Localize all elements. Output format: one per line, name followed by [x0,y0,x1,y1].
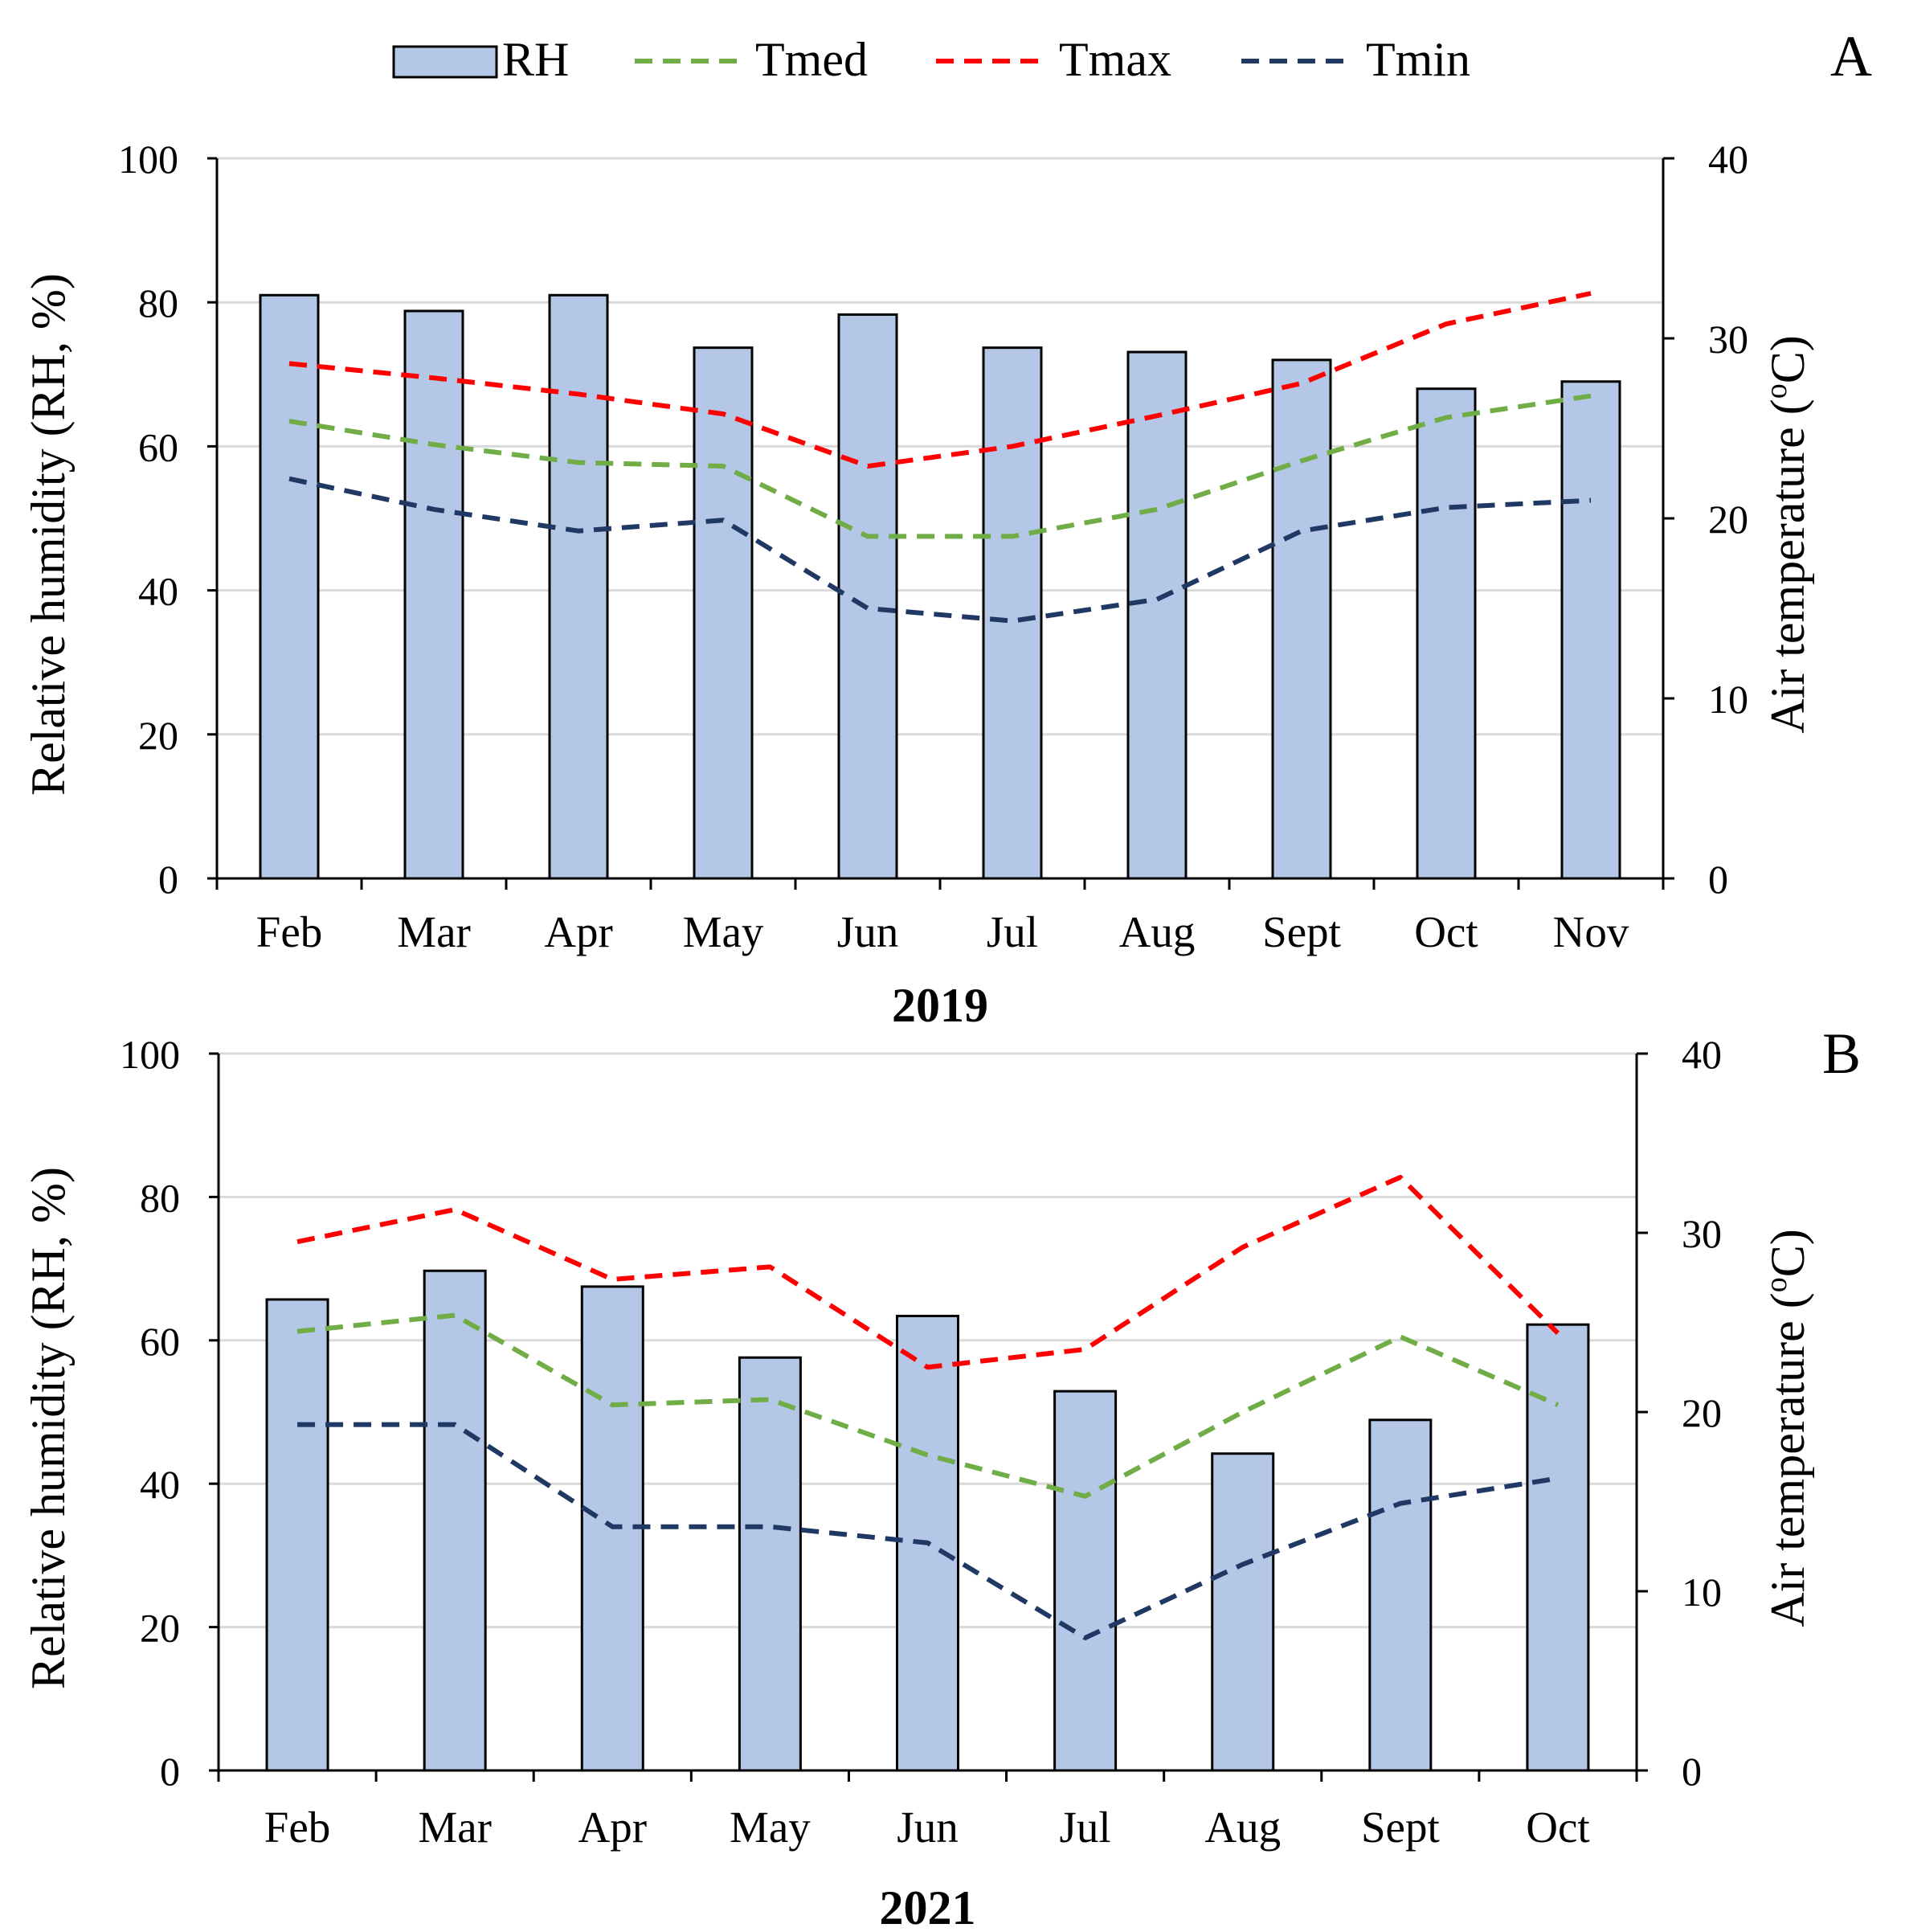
y2-axis-title-end: C) [1761,1229,1814,1277]
bar-rh-mar [403,309,464,880]
line-tmin [288,476,1592,624]
legend-label-tmax: Tmax [1059,33,1171,86]
y2-axis-title: Air temperature (oC) [1760,1229,1814,1627]
x-axis-title: 2019 [892,979,988,1032]
y-tick-label-40: 40 [138,569,178,614]
line-tmin [297,1422,1559,1640]
y2-tick-label-40: 40 [1708,137,1748,182]
y-tick-label-0: 0 [160,1749,180,1794]
y2-axis-title-main: Air temperature ( [1761,399,1814,733]
bar-rh-aug [1126,350,1188,880]
y2-tick-label-10: 10 [1708,677,1748,722]
line-tmed [296,1312,1560,1499]
y2-tick-label-10: 10 [1682,1570,1722,1615]
y-tick-label-60: 60 [140,1319,180,1364]
bar-rh-may [693,346,754,880]
legend-label-tmed: Tmed [755,33,868,86]
legend-swatch-rh [392,45,498,79]
y-tick-label-80: 80 [138,280,178,325]
x-tick-label-feb: Feb [256,907,323,956]
y2-axis-title: Air temperature (oC) [1760,335,1814,733]
x-tick-label-jun: Jun [837,907,898,956]
y2-tick-label-30: 30 [1708,317,1748,362]
y2-tick-label-30: 30 [1682,1211,1722,1256]
panel-label: A [1830,24,1872,88]
y-tick-label-60: 60 [138,424,178,469]
bar-rh-feb [259,293,320,880]
y-axis-title: Relative humidity (RH, %) [22,1167,75,1689]
y-tick-label-100: 100 [120,1032,180,1077]
bar-rh-jul [1053,1390,1118,1772]
y2-axis-title-end: C) [1761,335,1814,383]
bar-rh-apr [548,293,609,880]
y-tick-label-20: 20 [140,1606,180,1651]
line-tmax [288,291,1592,469]
bar-rh-aug [1211,1452,1275,1772]
x-tick-label-may: May [730,1803,811,1852]
x-tick-label-aug: Aug [1204,1803,1281,1852]
x-tick-label-sept: Sept [1262,907,1341,956]
y2-axis-title-main: Air temperature ( [1761,1292,1814,1627]
line-tmax [296,1174,1560,1370]
panel-label: B [1822,1021,1861,1086]
bar-rh-oct [1416,387,1477,880]
panel-a-2019: 0 20 40 60 80 100 0 10 20 30 40 Feb Mar Apr May Jun Jul A… [22,24,1872,1032]
bar-rh-nov [1560,380,1621,880]
x-tick-label-oct: Oct [1414,907,1478,956]
x-tick-label-apr: Apr [578,1803,648,1852]
legend-label-tmin: Tmin [1366,33,1470,86]
x-tick-label-aug: Aug [1119,907,1196,956]
x-axis-title: 2021 [880,1881,976,1932]
bar-rh-sept [1368,1418,1433,1772]
x-tick-label-apr: Apr [544,907,613,956]
y2-axis-title-superscript: o [1760,1277,1793,1292]
bar-rh-jun [837,313,898,880]
y2-tick-label-40: 40 [1682,1032,1722,1077]
x-tick-label-oct: Oct [1526,1803,1589,1852]
x-tick-label-feb: Feb [264,1803,331,1852]
bar-rh-feb [265,1298,329,1772]
y-tick-label-80: 80 [140,1175,180,1220]
y2-tick-label-0: 0 [1682,1749,1702,1794]
legend-label-rh: RH [502,33,569,86]
bar-rh-sept [1271,358,1332,880]
x-tick-label-sept: Sept [1361,1803,1440,1852]
bar-rh-oct [1526,1323,1590,1772]
bar-rh-may [738,1356,802,1772]
x-tick-label-mar: Mar [397,907,471,956]
y2-tick-label-0: 0 [1708,857,1728,902]
y-tick-label-40: 40 [140,1462,180,1507]
y2-axis-title-superscript: o [1760,383,1793,399]
bar-rh-mar [423,1269,487,1772]
x-tick-label-jul: Jul [987,907,1038,956]
x-tick-label-mar: Mar [418,1803,492,1852]
x-tick-label-may: May [683,907,764,956]
y-tick-label-100: 100 [118,137,178,182]
x-tick-label-jul: Jul [1060,1803,1111,1852]
y2-tick-label-20: 20 [1682,1390,1722,1435]
bar-rh-jul [982,346,1043,880]
legend: RH Tmed Tmax Tmin [392,33,1470,86]
x-tick-label-jun: Jun [897,1803,958,1852]
panel-b-2021: 0 20 40 60 80 100 0 10 20 30 40 Feb Mar Apr May Jun Jul A… [22,1021,1861,1932]
y-tick-label-0: 0 [158,857,178,902]
y-tick-label-20: 20 [138,713,178,758]
y-axis-title: Relative humidity (RH, %) [22,273,75,796]
y2-tick-label-20: 20 [1708,497,1748,542]
x-tick-label-nov: Nov [1553,907,1629,956]
